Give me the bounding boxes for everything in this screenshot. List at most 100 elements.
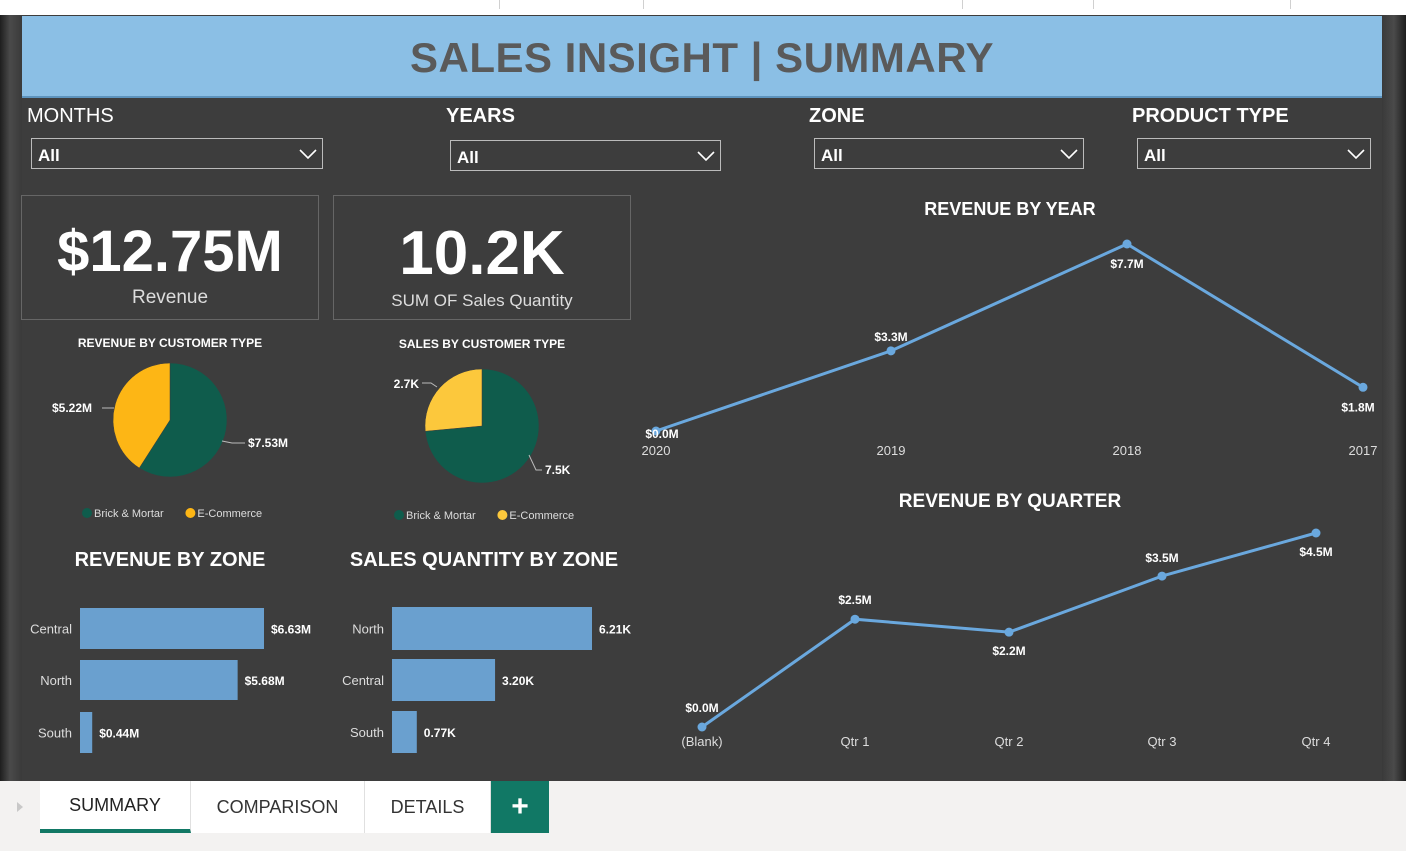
data-label: $7.7M bbox=[1110, 257, 1143, 271]
data-label: $3.5M bbox=[1145, 551, 1178, 565]
plus-icon: + bbox=[511, 790, 529, 823]
revenue-by-year-chart: $0.0M 2020 $3.3M 2019 $7.7M 2018 $1.8M 2017 bbox=[642, 239, 1378, 458]
pie-data-label: 2.7K bbox=[394, 377, 420, 391]
x-tick-label: (Blank) bbox=[681, 734, 722, 749]
pie-slice-brick-mortar bbox=[138, 362, 228, 478]
bar bbox=[392, 711, 417, 753]
tab-scroll-left-button[interactable] bbox=[0, 781, 40, 833]
data-label: $5.68M bbox=[245, 674, 285, 688]
data-label: 0.77K bbox=[424, 726, 456, 740]
tab-details[interactable]: DETAILS bbox=[365, 781, 491, 833]
sales-by-customer-type-pie: 7.5K 2.7K Brick & Mortar E-Commerce bbox=[394, 368, 574, 522]
pie-leader-line bbox=[422, 382, 438, 388]
quantity-label: SUM OF Sales Quantity bbox=[391, 291, 573, 310]
data-point[interactable] bbox=[1157, 571, 1167, 581]
data-point[interactable] bbox=[886, 346, 896, 356]
legend-item[interactable]: Brick & Mortar bbox=[406, 510, 476, 522]
page-title: SALES INSIGHT | SUMMARY bbox=[409, 34, 995, 81]
category-label: South bbox=[38, 726, 72, 741]
data-point[interactable] bbox=[1122, 239, 1132, 249]
quantity-value: 10.2K bbox=[399, 219, 565, 288]
series-line bbox=[655, 242, 1364, 433]
chevron-down-icon bbox=[697, 151, 715, 162]
revenue-label: Revenue bbox=[131, 287, 209, 308]
x-tick-label: Qtr 2 bbox=[995, 734, 1024, 749]
legend-dot bbox=[185, 508, 196, 518]
x-tick-label: Qtr 4 bbox=[1302, 734, 1331, 749]
data-point[interactable] bbox=[697, 722, 707, 732]
months-dropdown[interactable]: All bbox=[31, 138, 323, 169]
x-tick-label: Qtr 1 bbox=[841, 734, 870, 749]
product-type-dropdown[interactable]: All bbox=[1137, 138, 1371, 169]
data-point[interactable] bbox=[651, 426, 661, 436]
data-point[interactable] bbox=[1358, 382, 1368, 392]
divider bbox=[499, 0, 500, 9]
divider bbox=[1290, 0, 1291, 9]
data-label: 6.21K bbox=[599, 623, 631, 637]
zone-dropdown[interactable]: All bbox=[814, 138, 1084, 169]
data-label: 3.20K bbox=[502, 674, 534, 688]
caret-right-icon bbox=[17, 802, 23, 812]
legend-dot bbox=[394, 510, 404, 520]
x-tick-label: 2017 bbox=[1349, 443, 1378, 458]
data-label: $2.5M bbox=[838, 593, 871, 607]
data-point[interactable] bbox=[1311, 528, 1321, 538]
category-label: Central bbox=[30, 622, 72, 637]
sales-quantity-by-zone-title: SALES QUANTITY BY ZONE bbox=[349, 549, 619, 571]
x-tick-label: Qtr 3 bbox=[1148, 734, 1177, 749]
add-page-button[interactable]: + bbox=[491, 781, 549, 833]
legend-dot bbox=[82, 508, 92, 518]
divider bbox=[962, 0, 963, 9]
pie-leader-line bbox=[528, 454, 542, 471]
years-slicer-label: YEARS bbox=[446, 105, 515, 127]
legend-item[interactable]: E-Commerce bbox=[509, 510, 574, 522]
bar bbox=[392, 659, 496, 701]
category-label: North bbox=[40, 673, 72, 688]
product-type-slicer-label: PRODUCT TYPE bbox=[1132, 105, 1289, 127]
bar bbox=[80, 712, 93, 753]
revenue-value: $12.75M bbox=[57, 219, 283, 284]
sales-quantity-by-zone-chart: North 6.21K Central 3.20K South 0.77K bbox=[342, 607, 631, 753]
data-label: $0.44M bbox=[99, 727, 139, 741]
page-tab-bar: SUMMARY COMPARISON DETAILS + bbox=[0, 781, 1406, 851]
zone-slicer-label: ZONE bbox=[809, 105, 865, 127]
quantity-card: 10.2K SUM OF Sales Quantity bbox=[333, 195, 631, 320]
revenue-card: $12.75M Revenue bbox=[21, 195, 319, 320]
chevron-down-icon bbox=[1347, 149, 1365, 160]
months-dropdown-value: All bbox=[38, 146, 60, 165]
tab-summary[interactable]: SUMMARY bbox=[40, 781, 191, 833]
legend-item[interactable]: Brick & Mortar bbox=[94, 508, 164, 520]
legend-item[interactable]: E-Commerce bbox=[197, 508, 262, 520]
category-label: North bbox=[352, 622, 384, 637]
bar bbox=[80, 608, 264, 649]
chevron-down-icon bbox=[1060, 149, 1078, 160]
data-label: $6.63M bbox=[271, 623, 311, 637]
pie-data-label: 7.5K bbox=[545, 463, 571, 477]
title-banner: SALES INSIGHT | SUMMARY bbox=[22, 16, 1382, 98]
sales-by-customer-type-title: SALES BY CUSTOMER TYPE bbox=[398, 337, 566, 351]
x-tick-label: 2018 bbox=[1113, 443, 1142, 458]
tab-comparison[interactable]: COMPARISON bbox=[191, 781, 365, 833]
x-tick-label: 2020 bbox=[642, 443, 671, 458]
data-label: $0.0M bbox=[645, 427, 678, 441]
pie-slice-e-commerce bbox=[112, 362, 171, 469]
divider bbox=[643, 0, 644, 9]
category-label: South bbox=[350, 725, 384, 740]
top-strip bbox=[0, 0, 1406, 16]
legend-dot bbox=[497, 510, 508, 520]
data-point[interactable] bbox=[850, 614, 860, 624]
data-point[interactable] bbox=[1004, 627, 1014, 637]
data-label: $1.8M bbox=[1341, 400, 1374, 414]
years-dropdown-value: All bbox=[457, 148, 479, 167]
chevron-down-icon bbox=[299, 149, 317, 160]
years-dropdown[interactable]: All bbox=[450, 140, 721, 171]
revenue-by-zone-chart: Central $6.63M North $5.68M South $0.44M bbox=[30, 608, 311, 753]
zone-dropdown-value: All bbox=[821, 146, 843, 165]
pie-slice-e-commerce bbox=[424, 368, 483, 432]
revenue-by-customer-type-pie: $7.53M $5.22M Brick & Mortar E-Commerce bbox=[52, 362, 288, 520]
revenue-by-quarter-title: REVENUE BY QUARTER bbox=[898, 491, 1122, 512]
product-type-dropdown-value: All bbox=[1144, 146, 1166, 165]
bar bbox=[80, 660, 238, 700]
revenue-by-quarter-chart: $0.0M (Blank) $2.5M Qtr 1 $2.2M Qtr 2 $3.5M Qtr… bbox=[681, 528, 1333, 749]
bar bbox=[392, 607, 592, 650]
